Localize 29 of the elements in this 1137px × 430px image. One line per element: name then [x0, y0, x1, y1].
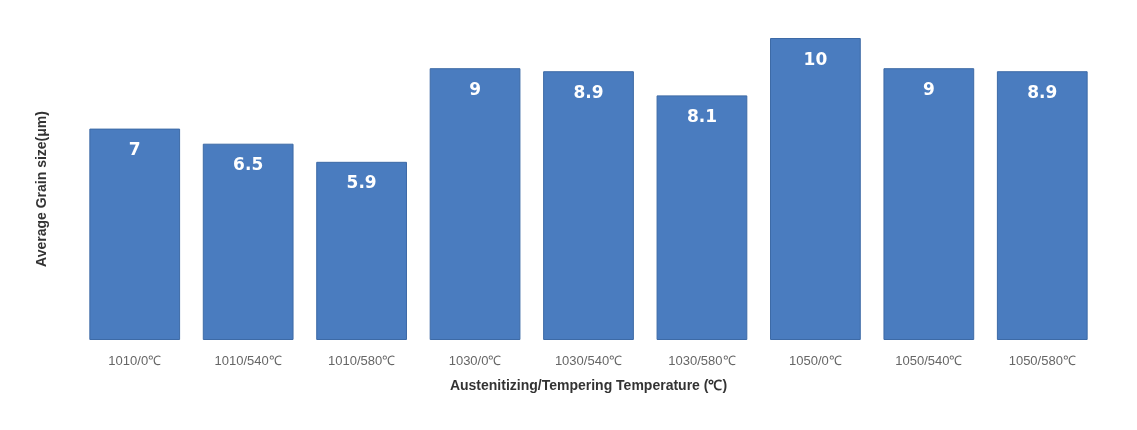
bar	[89, 128, 181, 340]
data-label: 8.9	[573, 81, 604, 102]
data-label: 9	[922, 78, 935, 99]
bar	[656, 95, 748, 340]
bar	[996, 71, 1088, 340]
data-label: 9	[469, 78, 481, 99]
x-tick-label: 1030/0℃	[448, 353, 502, 368]
x-axis-title: Austenitizing/Tempering Temperature (℃)	[449, 377, 728, 393]
x-tick-label: 1030/580℃	[668, 353, 736, 368]
y-axis-title: Average Grain size(μm)	[33, 111, 49, 267]
data-label: 10	[803, 48, 828, 69]
x-tick-label: 1050/540℃	[895, 353, 963, 368]
x-tick-label: 1050/0℃	[789, 353, 842, 368]
bar	[770, 38, 861, 340]
x-tick-label: 1050/580℃	[1008, 353, 1076, 368]
x-tick-label: 1010/580℃	[327, 353, 396, 368]
data-label: 6.5	[233, 154, 264, 175]
bar	[429, 68, 521, 340]
x-tick-label: 1010/540℃	[214, 353, 282, 368]
data-label: 5.9	[346, 172, 377, 193]
bar	[883, 68, 975, 340]
data-label: 7	[128, 139, 141, 160]
x-tick-label: 1010/0℃	[108, 353, 162, 368]
bar	[316, 161, 407, 340]
bar	[543, 71, 634, 340]
data-label: 8.1	[686, 105, 718, 126]
bar	[202, 143, 294, 340]
data-label: 8.9	[1027, 81, 1058, 102]
x-tick-label: 1030/540℃	[554, 353, 623, 368]
